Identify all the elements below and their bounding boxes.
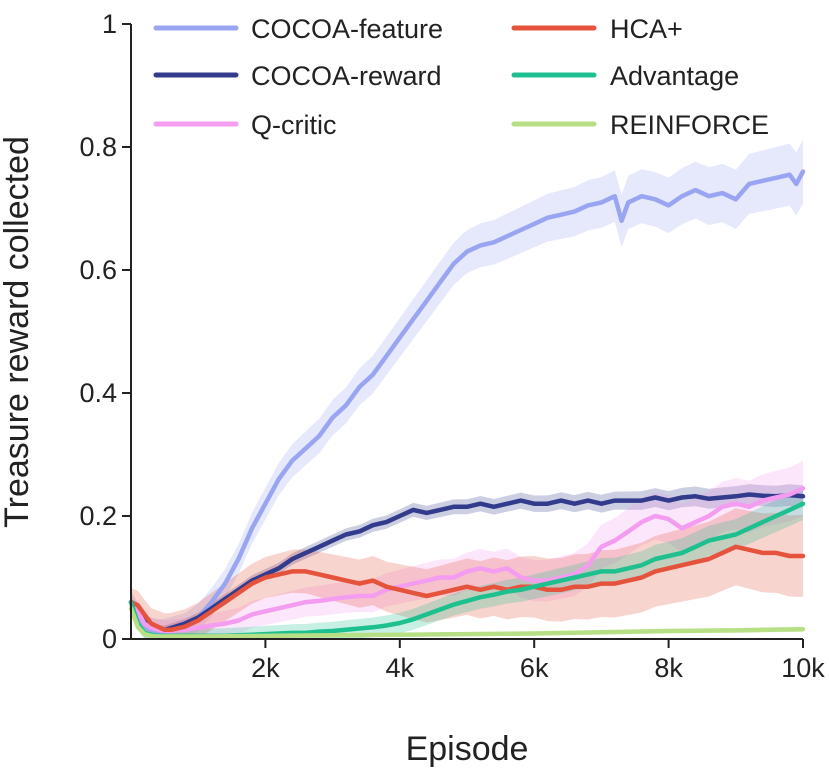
- hca-line: [128, 544, 806, 633]
- cocoa-feature-band: [131, 139, 803, 639]
- cocoa-reward-line: [128, 492, 806, 633]
- legend-label: Advantage: [610, 61, 739, 91]
- confidence-bands: [131, 139, 803, 639]
- y-tick-label: 0.2: [79, 501, 117, 531]
- axes: [130, 24, 803, 640]
- legend-label: COCOA-feature: [251, 14, 443, 44]
- legend-item-hca: HCA+: [511, 14, 683, 44]
- x-tick-label: 4k: [386, 653, 415, 683]
- y-tick-label: 0.4: [79, 378, 117, 408]
- legend-item-q-critic: Q-critic: [153, 110, 336, 140]
- y-tick-label: 0.8: [79, 132, 117, 162]
- x-axis-title: Episode: [406, 730, 529, 768]
- x-tick-label: 6k: [520, 653, 549, 683]
- y-tick-label: 1: [102, 9, 117, 39]
- y-axis-ticks: 0 0.2 0.4 0.6 0.8 1: [79, 9, 131, 654]
- q-critic-band: [131, 461, 803, 639]
- y-axis-title: Treasure reward collected: [0, 136, 36, 528]
- advantage-band: [131, 487, 803, 639]
- x-tick-label: 8k: [654, 653, 683, 683]
- legend-label: HCA+: [610, 14, 683, 44]
- legend: COCOA-feature COCOA-reward Q-critic HCA+ Adv…: [153, 14, 769, 140]
- legend-label: REINFORCE: [610, 110, 769, 140]
- cocoa-feature-line: [128, 169, 806, 634]
- legend-item-cocoa-reward: COCOA-reward: [153, 61, 442, 91]
- legend-item-cocoa-feature: COCOA-feature: [153, 14, 443, 44]
- legend-label: Q-critic: [251, 110, 336, 140]
- x-axis-ticks: 2k 4k 6k 8k 10k: [251, 639, 825, 683]
- q-critic-line: [128, 486, 806, 634]
- legend-item-reinforce: REINFORCE: [511, 110, 769, 140]
- legend-item-advantage: Advantage: [511, 61, 739, 91]
- x-tick-label: 2k: [251, 653, 280, 683]
- x-tick-label: 10k: [781, 653, 825, 683]
- reinforce-line: [128, 606, 806, 639]
- y-tick-label: 0: [102, 624, 117, 654]
- series-lines: [128, 169, 806, 639]
- legend-label: COCOA-reward: [251, 61, 442, 91]
- y-tick-label: 0.6: [79, 255, 117, 285]
